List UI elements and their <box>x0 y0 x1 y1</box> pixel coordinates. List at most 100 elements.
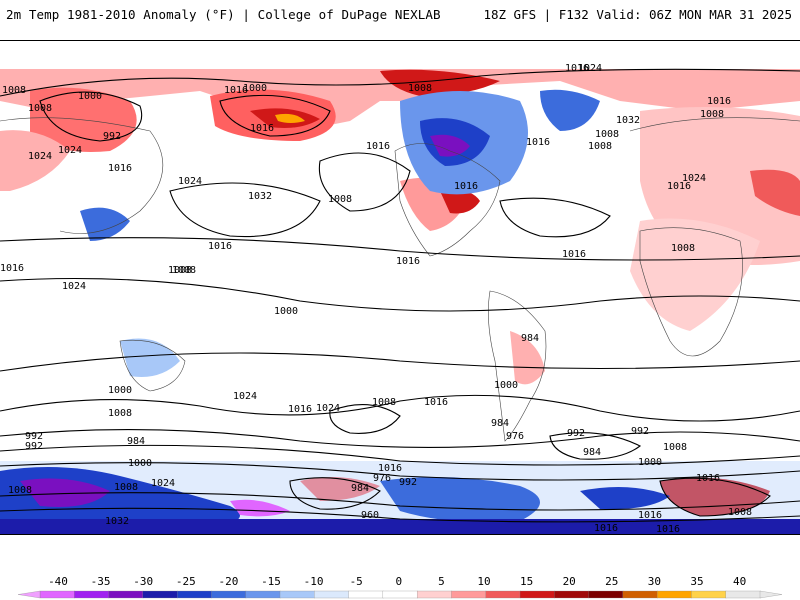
isobar-label: 984 <box>583 447 601 458</box>
isobar-label: 1008 <box>663 442 687 453</box>
isobar-label: 1016 <box>656 524 680 534</box>
legend-swatch <box>588 590 624 599</box>
legend-low-arrow <box>17 590 41 599</box>
isobar-label: 1008 <box>2 85 26 96</box>
legend-tick-label: 5 <box>438 575 445 588</box>
isobar-label: 976 <box>506 431 524 442</box>
legend-swatch <box>74 590 110 599</box>
legend-tick-label: 20 <box>563 575 576 588</box>
isobar-labels: 1008101610241008100099210161024103210161… <box>0 63 752 534</box>
isobar-label: 1024 <box>28 151 52 162</box>
legend-tick-label: 15 <box>520 575 533 588</box>
isobar-line <box>0 492 800 511</box>
legend-swatch <box>108 590 144 599</box>
isobar-label: 984 <box>127 436 145 447</box>
isobar-label: 1000 <box>494 380 518 391</box>
map-canvas: 1008101610241008100099210161024103210161… <box>0 41 800 534</box>
north-america-outline <box>394 143 501 257</box>
isobar-line <box>499 197 611 238</box>
legend-tick-label: -40 <box>48 575 68 588</box>
australia-cool <box>120 338 180 377</box>
legend-svg: -40 -35 -30 -25 -20 -15 -10 -5 0 5 10 15 20 25 30 35 40 <box>17 575 783 599</box>
legend-tick-label: -35 <box>91 575 111 588</box>
antarctic-cold-east <box>580 487 670 510</box>
isobar-label: 1008 <box>108 408 132 419</box>
legend-swatch <box>39 590 75 599</box>
isobar-label: 1032 <box>105 516 129 527</box>
south-america-outline <box>488 290 547 442</box>
isobar-label: 1016 <box>565 63 589 74</box>
east-coast-warm-core <box>440 189 480 214</box>
isobar-label: 1016 <box>250 123 274 134</box>
color-legend: -40 -35 -30 -25 -20 -15 -10 -5 0 5 10 15 20 25 30 35 40 <box>0 574 800 600</box>
header: 2m Temp 1981-2010 Anomaly (°F) | College… <box>0 0 800 40</box>
isobar-label: 1000 <box>638 457 662 468</box>
isobar-label: 1000 <box>274 306 298 317</box>
legend-swatch <box>382 590 418 599</box>
isobar-label: 1000 <box>108 385 132 396</box>
legend-tick-label: -25 <box>176 575 196 588</box>
legend-tick-label: -15 <box>261 575 281 588</box>
isobar-label: 1024 <box>151 478 175 489</box>
isobar-line <box>169 182 321 238</box>
west-asia-warm <box>0 130 70 191</box>
coastlines <box>0 117 800 442</box>
isobar-label: 1000 <box>243 83 267 94</box>
isobar-label: 1008 <box>408 83 432 94</box>
legend-tick-label: 35 <box>690 575 703 588</box>
isobar-label: 1016 <box>594 523 618 534</box>
isobar-line <box>0 237 800 261</box>
legend-tick-label: -10 <box>304 575 324 588</box>
southern-ocean-warm <box>660 477 770 516</box>
isobar-label: 1016 <box>366 141 390 152</box>
map-title: 2m Temp 1981-2010 Anomaly (°F) | College… <box>6 7 441 22</box>
isobar-label: 1024 <box>233 391 257 402</box>
isobar-label: 1024 <box>58 145 82 156</box>
legend-swatch <box>485 590 521 599</box>
isobar-line <box>329 404 401 434</box>
isobar-label: 992 <box>631 426 649 437</box>
anomaly-map: 1008 1016 1024 1008 1000 992 1016 1024 1032 1016 1… <box>0 40 800 535</box>
legend-high-arrow <box>759 590 783 599</box>
legend-swatch <box>142 590 178 599</box>
legend-tick-label: 10 <box>477 575 490 588</box>
legend-swatch <box>691 590 727 599</box>
isobar-label: 984 <box>521 333 539 344</box>
antarctic-cold-central <box>380 477 540 523</box>
isobar-label: 1000 <box>128 458 152 469</box>
africa-outline <box>639 227 743 357</box>
antarctic-coast-cold <box>0 519 800 534</box>
isobar-label: 1008 <box>700 109 724 120</box>
isobar-label: 1016 <box>396 256 420 267</box>
isobar-line <box>0 68 800 97</box>
isobar-label: 992 <box>103 131 121 142</box>
isobar-label: 1008 <box>372 397 396 408</box>
isobar-label: 960 <box>361 510 379 521</box>
canada-cold-max <box>430 134 470 157</box>
isobar-label: 1016 <box>378 463 402 474</box>
legend-tick-label: 30 <box>648 575 661 588</box>
isobar-label: 1024 <box>682 173 706 184</box>
isobar-label: 992 <box>25 441 43 452</box>
isobar-label: 1008 <box>114 482 138 493</box>
isobar-line <box>0 429 800 448</box>
eurasia-outline <box>0 117 800 234</box>
isobar-label: 1016 <box>288 404 312 415</box>
isobar-label: 1016 <box>0 263 24 274</box>
isobar-label: 1008 <box>172 265 196 276</box>
isobar-line <box>0 277 800 312</box>
legend-tick-label: -5 <box>350 575 363 588</box>
isobar-label: 992 <box>25 431 43 442</box>
isobar-line <box>0 444 800 466</box>
legend-swatch <box>451 590 487 599</box>
isobar-label: 1016 <box>454 181 478 192</box>
legend-tick-label: -30 <box>133 575 153 588</box>
isobar-label: 1032 <box>616 115 640 126</box>
model-run-info: 18Z GFS | F132 Valid: 06Z MON MAR 31 202… <box>483 7 792 22</box>
legend-swatch <box>176 590 213 599</box>
isobar-line <box>318 152 411 212</box>
arctic-warm-region <box>0 69 800 131</box>
isobar-label: 1016 <box>108 163 132 174</box>
antarctic-cold-core <box>20 478 110 507</box>
central-asia-warm <box>750 169 800 216</box>
